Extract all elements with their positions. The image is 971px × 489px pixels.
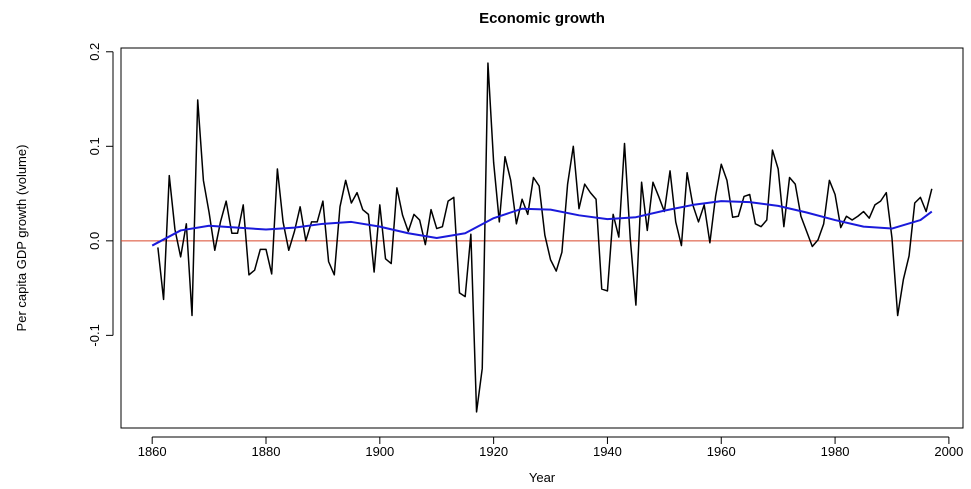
x-tick-label: 2000 bbox=[934, 444, 963, 459]
x-tick-label: 1960 bbox=[707, 444, 736, 459]
y-tick-label: -0.1 bbox=[87, 324, 102, 346]
plot-box bbox=[120, 47, 964, 429]
x-tick-label: 1920 bbox=[479, 444, 508, 459]
x-axis-label: Year bbox=[529, 470, 556, 485]
x-tick-label: 1860 bbox=[138, 444, 167, 459]
y-tick-label: 0.2 bbox=[87, 43, 102, 61]
y-axis-label: Per capita GDP growth (volume) bbox=[14, 145, 29, 332]
y-tick-label: 0.0 bbox=[87, 232, 102, 250]
x-tick-label: 1940 bbox=[593, 444, 622, 459]
x-tick-label: 1900 bbox=[365, 444, 394, 459]
series-line bbox=[151, 200, 933, 247]
x-tick-label: 1880 bbox=[252, 444, 281, 459]
series-line bbox=[157, 62, 933, 413]
chart-title: Economic growth bbox=[479, 10, 605, 27]
x-tick-label: 1980 bbox=[821, 444, 850, 459]
y-tick-label: 0.1 bbox=[87, 137, 102, 155]
